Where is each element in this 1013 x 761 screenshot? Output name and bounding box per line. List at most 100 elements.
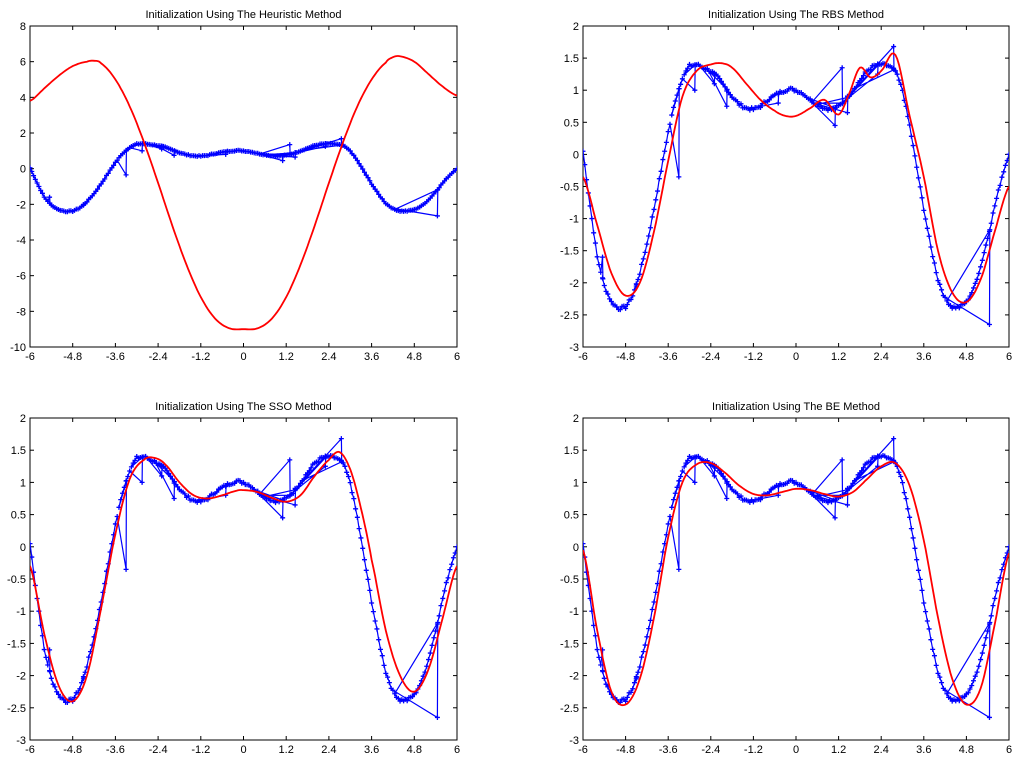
data-point-marker — [605, 291, 611, 297]
y-tick-label: -1.5 — [560, 246, 579, 258]
data-point-marker — [672, 490, 678, 496]
data-point-marker — [280, 515, 286, 521]
data-point-marker — [287, 457, 293, 463]
data-point-marker — [903, 496, 909, 502]
data-point-marker — [635, 276, 641, 282]
data-point-marker — [369, 600, 375, 606]
data-point-marker — [594, 254, 600, 260]
data-point-marker — [347, 148, 353, 154]
data-point-marker — [356, 161, 362, 167]
y-tick-label: -3 — [16, 735, 26, 747]
y-tick-label: 0.5 — [564, 510, 579, 522]
data-point-marker — [921, 207, 927, 213]
subplot-heuristic: Initialization Using The Heuristic Metho… — [10, 9, 460, 363]
data-point-marker — [603, 288, 609, 294]
y-tick-label: -8 — [16, 306, 26, 318]
data-point-marker — [994, 588, 1000, 594]
data-point-marker — [308, 465, 314, 471]
data-point-marker — [372, 618, 378, 624]
data-point-marker — [280, 158, 286, 164]
data-point-marker — [431, 635, 437, 641]
data-point-marker — [649, 607, 655, 613]
data-point-marker — [969, 290, 975, 296]
data-point-marker — [127, 468, 133, 474]
data-point-marker — [985, 628, 991, 634]
data-point-marker — [832, 105, 838, 111]
x-tick-label: -4.8 — [63, 744, 82, 756]
data-point-marker — [926, 233, 932, 239]
y-tick-label: 4 — [20, 92, 26, 104]
data-point-marker — [981, 250, 987, 256]
data-point-marker — [128, 464, 134, 470]
fit-curve-line — [583, 460, 1009, 707]
data-point-marker — [674, 92, 680, 98]
data-point-marker — [52, 684, 58, 690]
data-point-marker — [894, 71, 900, 77]
data-point-marker — [651, 206, 657, 212]
data-point-marker — [383, 670, 389, 676]
data-point-marker — [98, 181, 104, 187]
data-point-marker — [166, 471, 172, 477]
data-point-marker — [628, 689, 634, 695]
data-point-marker — [676, 566, 682, 572]
data-point-marker — [162, 465, 168, 471]
data-point-marker — [924, 618, 930, 624]
y-tick-label: 0.5 — [564, 117, 579, 129]
x-tick-label: 3.6 — [916, 744, 931, 756]
data-point-marker — [962, 694, 968, 700]
y-tick-label: -1 — [569, 214, 579, 226]
y-tick-label: 1 — [20, 477, 26, 489]
x-tick-label: -4.8 — [616, 744, 635, 756]
y-tick-label: -6 — [16, 271, 26, 283]
data-point-marker — [900, 480, 905, 486]
x-tick-label: 3.6 — [916, 351, 931, 363]
data-point-marker — [839, 65, 845, 71]
x-tick-label: 4.8 — [407, 351, 422, 363]
data-point-marker — [832, 515, 838, 521]
data-point-marker — [30, 541, 33, 547]
data-point-marker — [363, 172, 369, 178]
y-tick-label: 2 — [20, 128, 26, 140]
y-tick-label: -0.5 — [7, 574, 26, 586]
data-point-marker — [345, 474, 351, 480]
data-point-marker — [978, 264, 984, 270]
data-point-marker — [171, 152, 177, 158]
data-point-marker — [376, 637, 382, 643]
y-tick-label: 0 — [20, 164, 26, 176]
data-point-marker — [61, 697, 67, 703]
subplot-sso: Initialization Using The SSO Method -6 -4… — [7, 401, 460, 756]
x-tick-label: 0 — [793, 744, 799, 756]
data-point-marker — [912, 153, 918, 159]
data-point-marker — [450, 555, 456, 561]
data-point-marker — [891, 436, 897, 442]
data-point-marker — [844, 110, 850, 116]
data-point-marker — [607, 296, 613, 302]
y-tick-label: 0 — [573, 542, 579, 554]
data-point-marker — [637, 664, 643, 670]
data-point-marker — [642, 249, 648, 255]
data-point-marker — [724, 496, 730, 501]
x-tick-label: -6 — [25, 744, 35, 756]
x-tick-label: -3.6 — [106, 351, 125, 363]
plot-area — [30, 55, 457, 331]
data-point-marker — [592, 240, 598, 246]
chart-title: Initialization Using The BE Method — [712, 401, 880, 413]
data-point-marker — [111, 162, 117, 168]
data-point-marker — [926, 626, 932, 632]
data-point-marker — [340, 460, 346, 466]
data-point-marker — [443, 580, 449, 586]
data-point-marker — [360, 166, 366, 172]
data-point-marker — [159, 473, 165, 479]
data-point-marker — [912, 545, 918, 551]
data-point-marker — [715, 73, 721, 79]
fit-curve-line — [30, 450, 457, 703]
data-point-marker — [596, 262, 602, 268]
data-point-marker — [983, 242, 989, 248]
x-tick-label: -2.4 — [701, 744, 720, 756]
subplot-rbs: Initialization Using The RBS Method -6 -4… — [560, 9, 1012, 363]
data-point-marker — [995, 187, 1001, 193]
data-point-marker — [114, 157, 120, 163]
data-point-marker — [31, 173, 37, 179]
data-point-marker — [676, 174, 682, 180]
x-tick-label: -1.2 — [191, 744, 210, 756]
